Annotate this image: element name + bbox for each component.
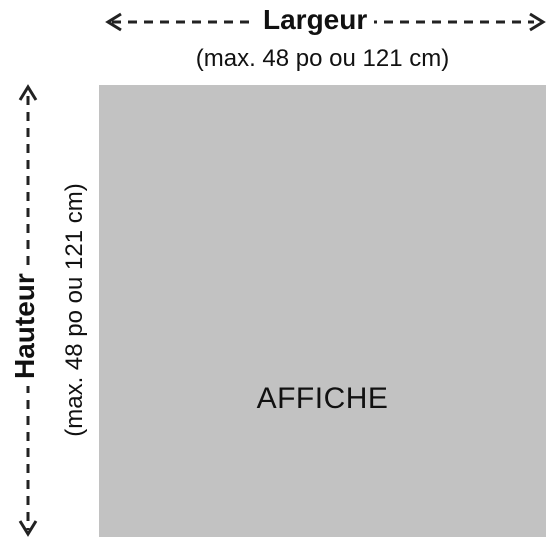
height-label: Hauteur	[7, 266, 43, 386]
height-arrow-top-head	[18, 84, 38, 101]
width-arrow-left-head	[105, 12, 122, 32]
poster-rectangle: AFFICHE	[99, 85, 546, 537]
poster-label: AFFICHE	[256, 382, 389, 415]
height-arrow-bottom-head	[18, 520, 38, 537]
height-limit: (max. 48 po ou 121 cm)	[61, 183, 88, 437]
width-arrow-right-head	[529, 12, 546, 32]
width-limit: (max. 48 po ou 121 cm)	[195, 45, 450, 72]
width-label: Largeur	[256, 2, 375, 38]
